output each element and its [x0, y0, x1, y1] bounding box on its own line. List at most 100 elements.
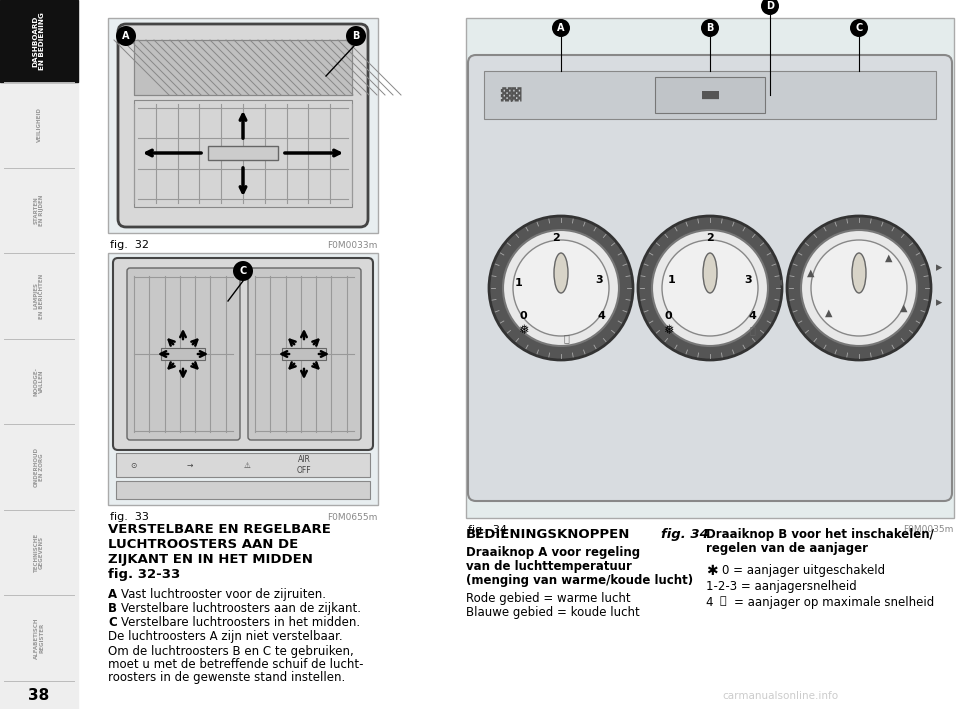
- Text: Vast luchtrooster voor de zijruiten.: Vast luchtrooster voor de zijruiten.: [121, 588, 326, 601]
- Circle shape: [787, 216, 931, 360]
- Bar: [108, 18, 378, 233]
- Circle shape: [513, 240, 609, 336]
- Text: 0: 0: [664, 311, 672, 321]
- Text: F0M0035m: F0M0035m: [903, 525, 954, 535]
- Text: Draaiknop A voor regeling: Draaiknop A voor regeling: [466, 546, 640, 559]
- Text: Verstelbare luchtroosters in het midden.: Verstelbare luchtroosters in het midden.: [121, 616, 360, 629]
- Text: 3: 3: [595, 275, 603, 285]
- FancyBboxPatch shape: [248, 268, 361, 440]
- Text: LUCHTROOSTERS AAN DE: LUCHTROOSTERS AAN DE: [108, 538, 299, 551]
- Circle shape: [552, 19, 570, 37]
- Circle shape: [811, 240, 907, 336]
- Bar: [108, 253, 378, 505]
- Circle shape: [489, 216, 633, 360]
- Text: VEILIGHEID: VEILIGHEID: [36, 107, 41, 143]
- Bar: [282, 348, 326, 360]
- Text: F0M0033m: F0M0033m: [327, 240, 378, 250]
- Text: ▬: ▬: [700, 85, 721, 105]
- Text: DASHBOARD
EN BEDIENING: DASHBOARD EN BEDIENING: [33, 12, 45, 70]
- Bar: [208, 146, 278, 160]
- Text: ONDERHOUD
EN ZORG: ONDERHOUD EN ZORG: [34, 447, 44, 487]
- Text: 2: 2: [707, 233, 714, 243]
- Text: →: →: [187, 461, 193, 469]
- Text: (menging van warme/koude lucht): (menging van warme/koude lucht): [466, 574, 693, 587]
- Text: ▸: ▸: [936, 262, 942, 274]
- Text: ⚠: ⚠: [244, 461, 251, 469]
- Text: ❅: ❅: [517, 323, 528, 337]
- Text: ALFABETISCH
REGISTER: ALFABETISCH REGISTER: [34, 618, 44, 659]
- Text: 1-2-3 = aanjagersnelheid: 1-2-3 = aanjagersnelheid: [706, 580, 856, 593]
- Text: D: D: [766, 1, 774, 11]
- Text: A: A: [557, 23, 564, 33]
- Bar: [116, 453, 370, 477]
- Text: ⛄: ⛄: [564, 333, 569, 343]
- Text: 1: 1: [668, 275, 676, 285]
- Text: fig.  32: fig. 32: [110, 240, 149, 250]
- Circle shape: [652, 230, 768, 346]
- Bar: [134, 40, 352, 95]
- Text: moet u met de betreffende schuif de lucht-: moet u met de betreffende schuif de luch…: [108, 658, 364, 671]
- Text: regelen van de aanjager: regelen van de aanjager: [706, 542, 868, 555]
- Text: C: C: [108, 616, 117, 629]
- Bar: [484, 71, 936, 119]
- Text: 0: 0: [519, 311, 527, 321]
- Text: ▲: ▲: [807, 268, 815, 278]
- Text: AIR
OFF: AIR OFF: [297, 455, 311, 475]
- Bar: [134, 40, 352, 95]
- Text: ▲: ▲: [900, 303, 908, 313]
- Circle shape: [116, 26, 136, 46]
- Ellipse shape: [554, 253, 568, 293]
- Bar: [134, 100, 352, 207]
- FancyBboxPatch shape: [113, 258, 373, 450]
- Text: ◂: ◂: [776, 277, 782, 289]
- Text: 0 = aanjager uitgeschakeld: 0 = aanjager uitgeschakeld: [722, 564, 885, 577]
- Text: 38: 38: [29, 688, 50, 703]
- Text: ✱: ✱: [706, 564, 718, 578]
- Text: fig. 32-33: fig. 32-33: [108, 568, 180, 581]
- Circle shape: [638, 216, 782, 360]
- Ellipse shape: [852, 253, 866, 293]
- Text: ▸: ▸: [936, 296, 942, 310]
- Text: ❅: ❅: [662, 323, 673, 337]
- Bar: [0, 0, 78, 82]
- Text: Draaiknop B voor het inschakelen/: Draaiknop B voor het inschakelen/: [706, 528, 934, 541]
- Text: C: C: [239, 266, 247, 276]
- Circle shape: [346, 26, 366, 46]
- Text: B: B: [108, 602, 117, 615]
- Text: B: B: [352, 31, 360, 41]
- Circle shape: [850, 19, 868, 37]
- Ellipse shape: [703, 253, 717, 293]
- Text: carmanualsonline.info: carmanualsonline.info: [722, 691, 838, 701]
- Bar: [466, 18, 954, 518]
- Text: B: B: [707, 23, 713, 33]
- FancyBboxPatch shape: [127, 268, 240, 440]
- Text: fig.  34: fig. 34: [468, 525, 507, 535]
- Text: 2: 2: [552, 233, 560, 243]
- Text: ⛄: ⛄: [749, 325, 755, 335]
- Text: STARTEN
EN RIJDEN: STARTEN EN RIJDEN: [34, 195, 44, 226]
- Circle shape: [503, 230, 619, 346]
- Text: TECHNISCHE
GEGEVENS: TECHNISCHE GEGEVENS: [34, 533, 44, 572]
- Text: 4: 4: [748, 311, 756, 321]
- Bar: [161, 348, 205, 360]
- Text: ZIJKANT EN IN HET MIDDEN: ZIJKANT EN IN HET MIDDEN: [108, 553, 313, 566]
- Text: = aanjager op maximale snelheid: = aanjager op maximale snelheid: [734, 596, 934, 609]
- Text: NOODGE-
VALLEN: NOODGE- VALLEN: [34, 367, 44, 396]
- Text: A: A: [122, 31, 130, 41]
- Text: 1: 1: [516, 278, 523, 288]
- Text: F0M0655m: F0M0655m: [327, 513, 378, 522]
- Text: ⊙: ⊙: [130, 461, 136, 469]
- Text: 4: 4: [597, 311, 605, 321]
- Text: Om de luchtroosters ​B en ​C te gebruiken,: Om de luchtroosters ​B en ​C te gebruike…: [108, 645, 353, 658]
- Circle shape: [761, 0, 779, 15]
- Text: C: C: [855, 23, 863, 33]
- Text: VERSTELBARE EN REGELBARE: VERSTELBARE EN REGELBARE: [108, 523, 331, 536]
- Text: ▓▓: ▓▓: [500, 88, 521, 102]
- Bar: [116, 481, 370, 499]
- Text: van de luchttemperatuur: van de luchttemperatuur: [466, 560, 632, 573]
- FancyBboxPatch shape: [118, 24, 368, 227]
- Circle shape: [701, 19, 719, 37]
- Text: LAMPJES
EN BERICHTEN: LAMPJES EN BERICHTEN: [34, 273, 44, 318]
- Bar: [655, 77, 765, 113]
- Text: De luchtroosters ​A zijn niet verstelbaar.: De luchtroosters ​A zijn niet verstelbaa…: [108, 630, 343, 643]
